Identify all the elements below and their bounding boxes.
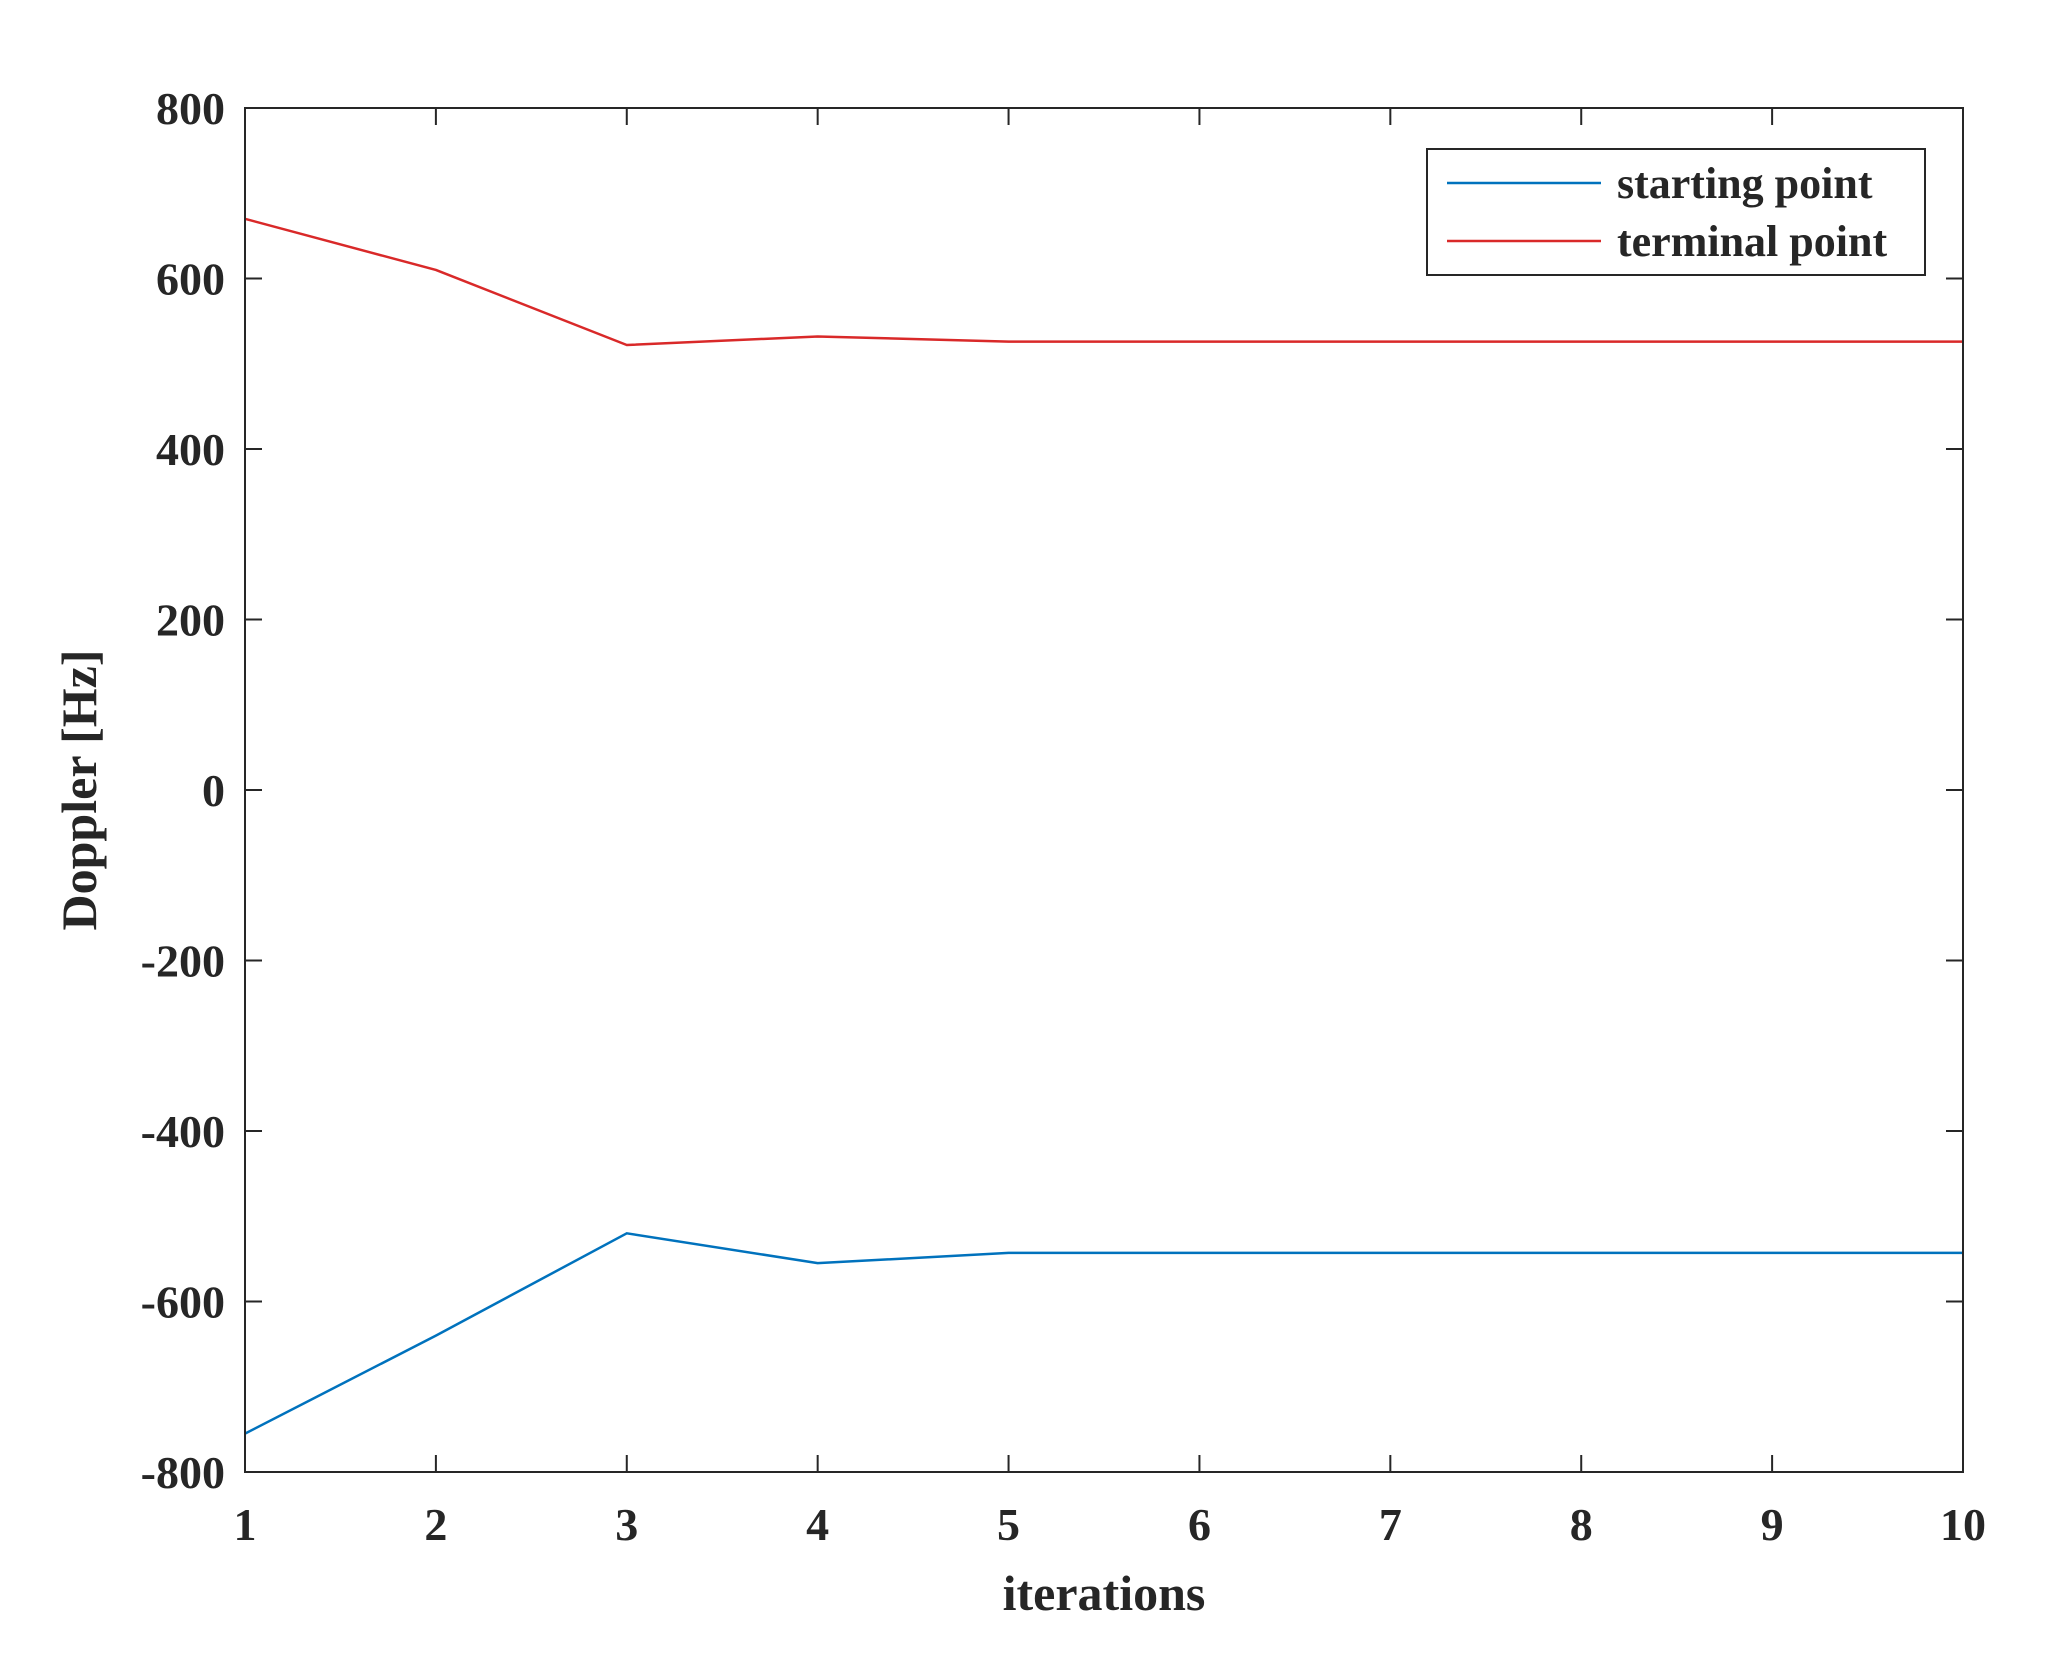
- legend-label-terminal-point: terminal point: [1617, 217, 1887, 266]
- x-axis-label: iterations: [1003, 1565, 1206, 1621]
- legend: starting point terminal point: [1427, 149, 1925, 275]
- y-tick-label: 600: [156, 254, 225, 305]
- x-tick-label: 2: [424, 1499, 447, 1550]
- x-tick-label: 3: [615, 1499, 638, 1550]
- x-tick-label: 1: [234, 1499, 257, 1550]
- y-tick-label: -800: [141, 1447, 225, 1498]
- x-tick-label: 9: [1761, 1499, 1784, 1550]
- x-tick-label: 8: [1570, 1499, 1593, 1550]
- y-tick-label: -400: [141, 1106, 225, 1157]
- y-tick-label: 200: [156, 595, 225, 646]
- legend-label-starting-point: starting point: [1617, 159, 1873, 208]
- x-tick-label: 4: [806, 1499, 829, 1550]
- x-tick-label: 5: [997, 1499, 1020, 1550]
- y-tick-label: 0: [202, 765, 225, 816]
- x-tick-label: 7: [1379, 1499, 1402, 1550]
- y-tick-label: 400: [156, 424, 225, 475]
- x-tick-label: 6: [1188, 1499, 1211, 1550]
- y-tick-label: -600: [141, 1277, 225, 1328]
- y-axis-label: Doppler [Hz]: [51, 650, 107, 931]
- y-tick-label: 800: [156, 83, 225, 134]
- x-tick-label: 10: [1940, 1499, 1986, 1550]
- y-tick-label: -200: [141, 936, 225, 987]
